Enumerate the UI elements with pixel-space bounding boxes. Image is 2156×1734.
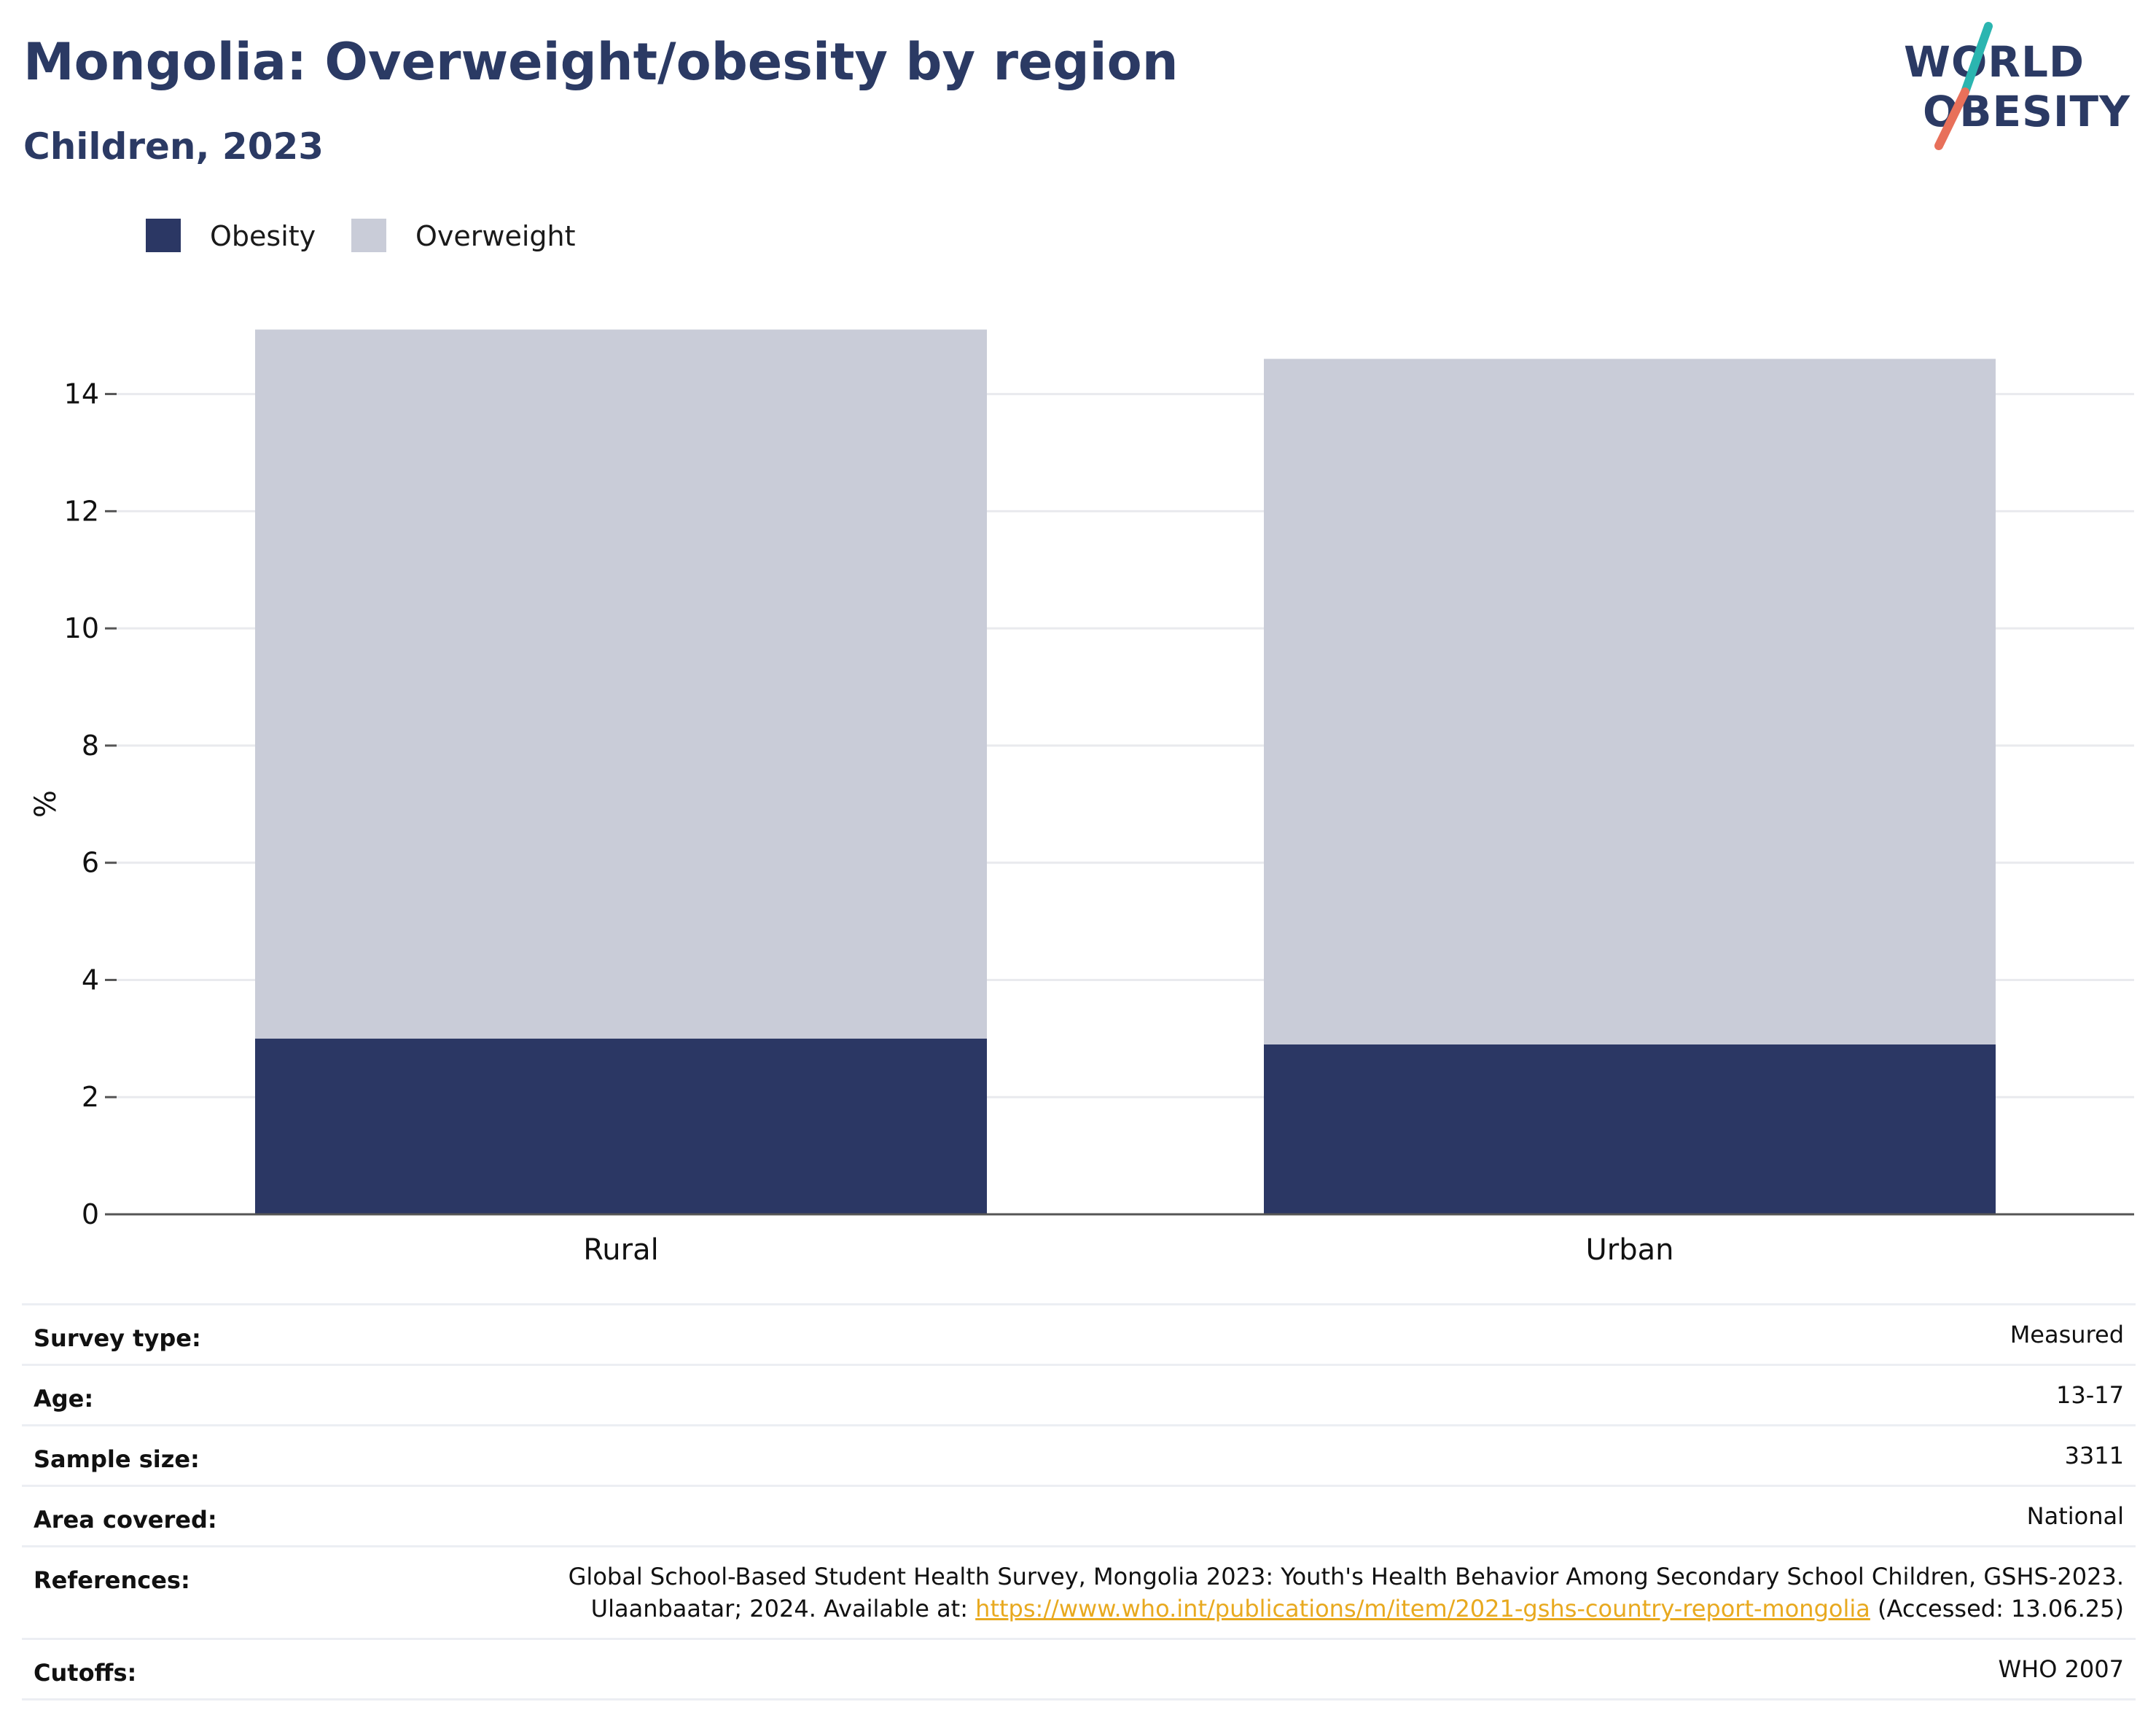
y-tick-label-0: 0 (82, 1198, 99, 1230)
survey-info-table: Survey type: Measured Age: 13-17 Sample … (22, 1303, 2136, 1700)
y-tick-label-8: 8 (82, 730, 99, 762)
info-label-cutoffs: Cutoffs: (34, 1659, 137, 1687)
info-value-references: Global School-Based Student Health Surve… (569, 1561, 2124, 1625)
y-tick-label-10: 10 (64, 612, 99, 644)
reference-text-before-link: Ulaanbaatar; 2024. Available at: (590, 1595, 976, 1622)
y-tick-label-2: 2 (82, 1081, 99, 1113)
info-label-references: References: (34, 1566, 190, 1594)
reference-link[interactable]: https://www.who.int/publications/m/item/… (975, 1595, 1870, 1622)
legend-label-obesity: Obesity (210, 220, 316, 252)
x-tick-label-urban: Urban (1586, 1233, 1674, 1267)
bar-chart: 0 2 4 6 8 10 12 14% Rural Urban (29, 329, 2134, 1267)
info-value-sample-size: 3311 (2064, 1442, 2124, 1469)
info-value-cutoffs: WHO 2007 (1998, 1655, 2125, 1683)
info-row-sample-size: Sample size: 3311 (22, 1424, 2136, 1485)
legend-label-overweight: Overweight (415, 220, 576, 252)
info-label-area-covered: Area covered: (34, 1506, 217, 1534)
bar-urban-overweight (1264, 359, 1996, 1044)
y-tick-label-14: 14 (64, 378, 99, 410)
y-tick-label-6: 6 (82, 847, 99, 879)
logo-slash-icon (1934, 22, 1993, 150)
info-label-age: Age: (34, 1385, 94, 1413)
bar-rural-obesity (255, 1038, 987, 1214)
info-label-sample-size: Sample size: (34, 1445, 200, 1473)
info-row-cutoffs: Cutoffs: WHO 2007 (22, 1638, 2136, 1700)
info-row-age: Age: 13-17 (22, 1364, 2136, 1424)
reference-line-2: Ulaanbaatar; 2024. Available at: https:/… (569, 1593, 2124, 1625)
logo-word-world: WORLD (1904, 37, 2085, 87)
y-axis-label: % (29, 790, 63, 818)
info-value-age: 13-17 (2056, 1381, 2124, 1409)
x-tick-label-rural: Rural (583, 1233, 658, 1267)
chart-title: Mongolia: Overweight/obesity by region (23, 32, 1179, 92)
info-label-survey-type: Survey type: (34, 1324, 201, 1352)
info-value-survey-type: Measured (2009, 1321, 2124, 1348)
reference-line-1: Global School-Based Student Health Surve… (568, 1563, 2124, 1590)
y-tick-label-12: 12 (64, 495, 99, 527)
y-tick-label-4: 4 (82, 964, 99, 996)
chart-subtitle: Children, 2023 (23, 125, 324, 168)
world-obesity-logo: WORLD OBESITY (1902, 20, 2143, 152)
info-row-references: References: Global School-Based Student … (22, 1545, 2136, 1638)
legend-swatch-overweight (351, 219, 386, 252)
bar-rural-overweight (255, 329, 987, 1039)
info-row-survey-type: Survey type: Measured (22, 1303, 2136, 1364)
reference-accessed-date: (Accessed: 13.06.25) (1870, 1595, 2124, 1622)
info-row-area-covered: Area covered: National (22, 1485, 2136, 1545)
legend-swatch-obesity (146, 219, 181, 252)
info-value-area-covered: National (2026, 1502, 2124, 1530)
bar-urban-obesity (1264, 1044, 1996, 1214)
